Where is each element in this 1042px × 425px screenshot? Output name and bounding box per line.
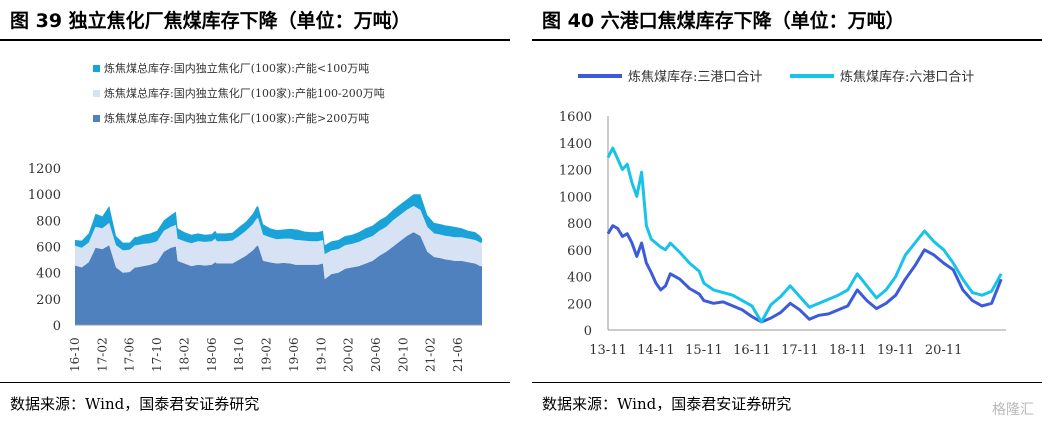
y-tick-label: 400 bbox=[36, 267, 61, 282]
y-tick-label: 400 bbox=[567, 271, 592, 286]
y-tick-label: 1000 bbox=[28, 188, 61, 203]
x-tick-label: 20-11 bbox=[925, 343, 962, 358]
left-stacked-area-chart: 炼焦煤总库存:国内独立焦化厂(100家):产能<100万吨炼焦煤总库存:国内独立… bbox=[28, 61, 482, 372]
x-tick-label: 20-02 bbox=[342, 337, 356, 372]
legend-swatch-3 bbox=[93, 115, 100, 122]
x-tick-label: 18-02 bbox=[177, 337, 191, 372]
x-tick-label: 16-10 bbox=[68, 337, 82, 372]
right-line-chart: 炼焦煤库存:三港口合计 炼焦煤库存:六港口合计 0 200 400 600 800 1000 1… bbox=[559, 69, 1006, 358]
x-tick-label: 19-10 bbox=[314, 337, 328, 372]
right-title-rule bbox=[532, 39, 1042, 41]
x-tick-label: 19-02 bbox=[260, 337, 274, 372]
left-title-rule bbox=[0, 39, 510, 41]
x-tick-label: 17-02 bbox=[95, 337, 109, 372]
area-series-1 bbox=[75, 232, 482, 325]
x-tick-label: 17-10 bbox=[150, 337, 164, 372]
left-figure-title: 图 39 独立焦化厂焦煤库存下降（单位：万吨） bbox=[10, 10, 411, 32]
left-source-rule bbox=[0, 382, 510, 383]
legend-label-3: 炼焦煤总库存:国内独立焦化厂(100家):产能>200万吨 bbox=[104, 111, 369, 125]
right-figure: 图 40 六港口焦煤库存下降（单位：万吨） 炼焦煤库存:三港口合计 炼焦煤库存:六… bbox=[532, 0, 1042, 425]
legend-label-1: 炼焦煤总库存:国内独立焦化厂(100家):产能<100万吨 bbox=[104, 61, 369, 75]
x-tick-label: 16-11 bbox=[733, 343, 770, 358]
y-tick-label: 600 bbox=[36, 241, 61, 256]
x-tick-label: 18-06 bbox=[205, 337, 219, 372]
y-tick-label: 0 bbox=[584, 324, 592, 339]
y-tick-label: 600 bbox=[567, 244, 592, 259]
x-tick-label: 21-06 bbox=[451, 337, 465, 372]
legend-label-1: 炼焦煤库存:三港口合计 bbox=[628, 69, 762, 85]
series-line-1 bbox=[606, 224, 1003, 324]
x-tick-label: 17-11 bbox=[781, 343, 818, 358]
x-tick-label: 17-06 bbox=[123, 337, 137, 372]
y-tick-label: 0 bbox=[53, 319, 61, 334]
x-tick-label: 15-11 bbox=[685, 343, 722, 358]
right-figure-title: 图 40 六港口焦煤库存下降（单位：万吨） bbox=[542, 10, 905, 32]
legend-label-2: 炼焦煤库存:六港口合计 bbox=[840, 69, 974, 85]
left-figure: 图 39 独立焦化厂焦煤库存下降（单位：万吨） 炼焦煤总库存:国内独立焦化厂(1… bbox=[0, 0, 510, 425]
x-tick-label: 21-02 bbox=[424, 337, 438, 372]
y-tick-label: 1000 bbox=[559, 190, 592, 205]
series-line-2 bbox=[606, 146, 1003, 324]
legend-label-2: 炼焦煤总库存:国内独立焦化厂(100家):产能100-200万吨 bbox=[104, 86, 385, 100]
y-tick-label: 1400 bbox=[559, 137, 592, 152]
x-tick-label: 20-10 bbox=[396, 337, 410, 372]
x-tick-label: 13-11 bbox=[589, 343, 626, 358]
x-tick-label: 19-11 bbox=[877, 343, 914, 358]
x-tick-label: 18-11 bbox=[829, 343, 866, 358]
x-tick-label: 19-06 bbox=[287, 337, 301, 372]
legend-swatch-2 bbox=[93, 90, 100, 97]
x-tick-label: 14-11 bbox=[637, 343, 674, 358]
left-source-note: 数据来源：Wind，国泰君安证券研究 bbox=[10, 395, 260, 413]
x-tick-label: 18-10 bbox=[232, 337, 246, 372]
y-tick-label: 1200 bbox=[559, 164, 592, 179]
area-series-2 bbox=[75, 205, 482, 280]
y-tick-label: 200 bbox=[567, 297, 592, 312]
y-tick-label: 800 bbox=[36, 214, 61, 229]
legend-swatch-1 bbox=[93, 65, 100, 72]
y-tick-label: 200 bbox=[36, 293, 61, 308]
right-source-note: 数据来源：Wind，国泰君安证券研究 bbox=[542, 395, 792, 413]
right-source-rule bbox=[532, 382, 1042, 383]
y-tick-label: 1600 bbox=[559, 110, 592, 125]
x-tick-label: 20-06 bbox=[369, 337, 383, 372]
watermark-logo: 格隆汇 bbox=[992, 402, 1034, 418]
y-tick-label: 800 bbox=[567, 217, 592, 232]
y-tick-label: 1200 bbox=[28, 162, 61, 177]
